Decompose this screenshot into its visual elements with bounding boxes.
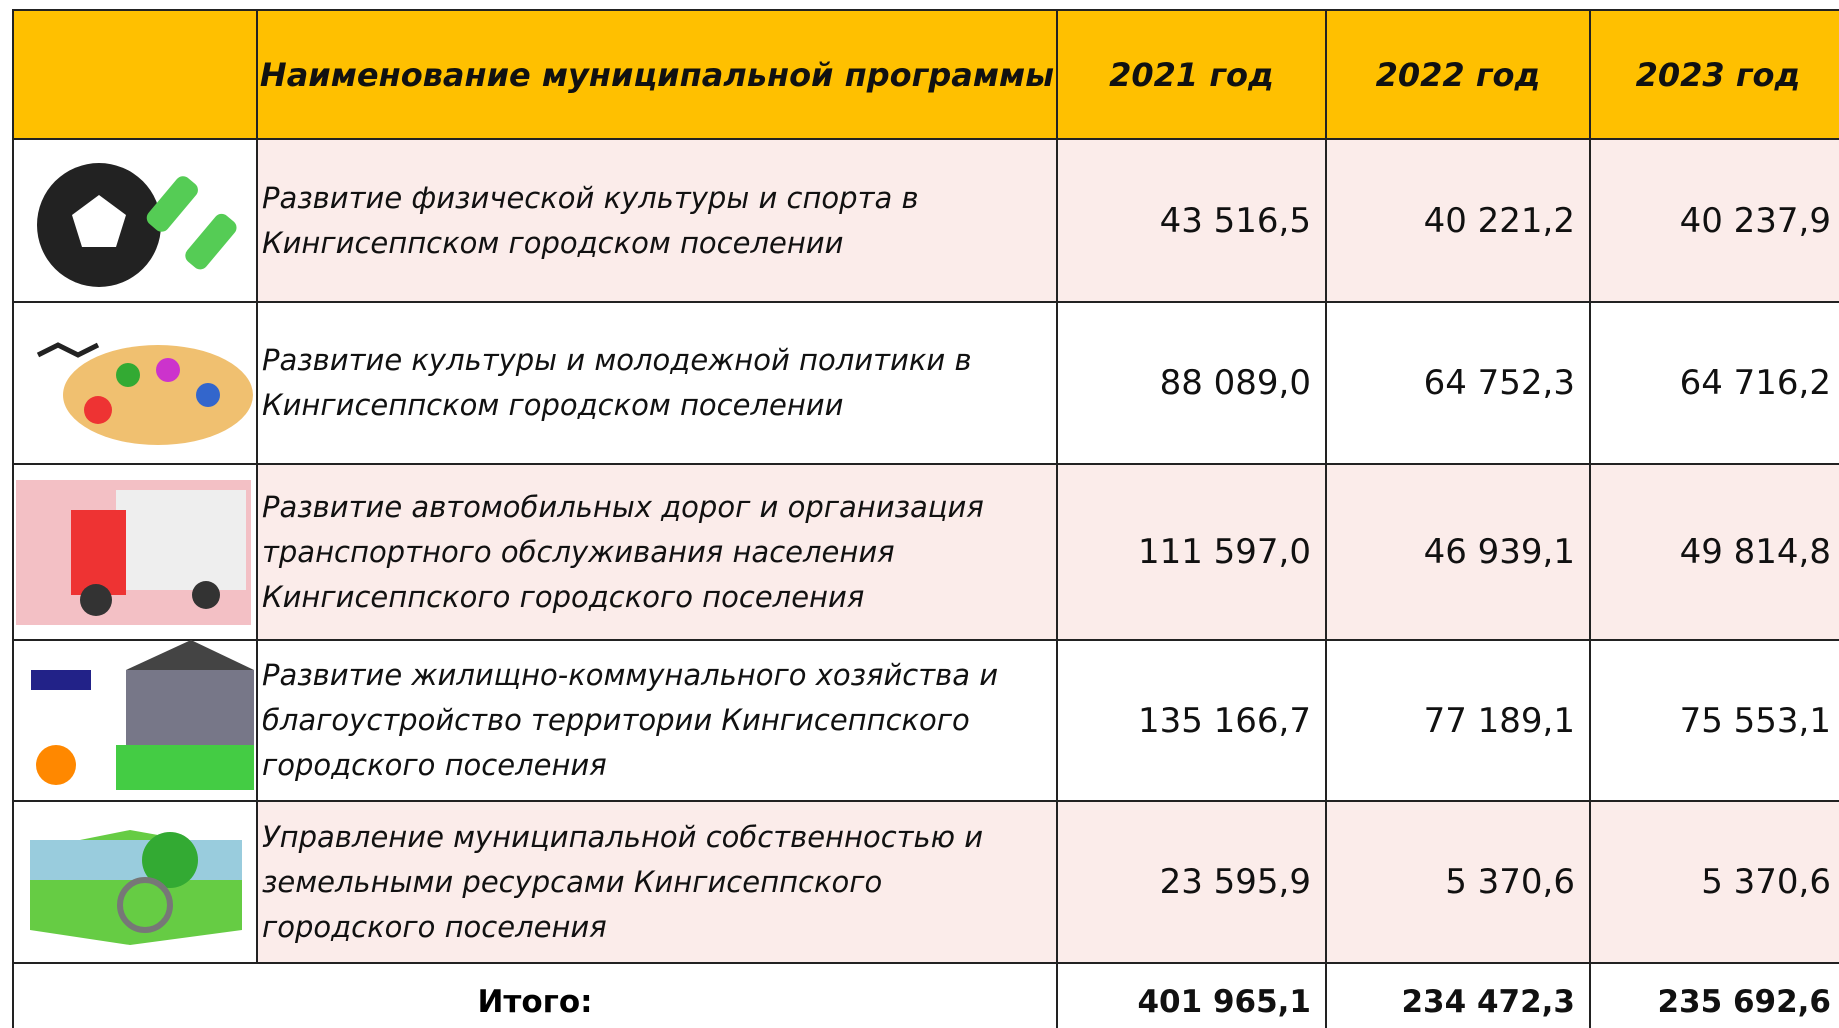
program-name: Управление муниципальной собственностью … (256, 800, 1058, 964)
land-icon (30, 830, 242, 945)
program-name: Развитие автомобильных дорог и организац… (256, 463, 1058, 641)
program-name: Развитие культуры и молодежной политики … (256, 301, 1058, 465)
amount-text: 77 189,1 (1423, 700, 1575, 741)
total-amount: 401 965,1 (1056, 962, 1327, 1028)
amount-text: 46 939,1 (1423, 532, 1575, 572)
amount: 40 237,9 (1589, 138, 1839, 303)
amount: 40 221,2 (1325, 138, 1591, 303)
amount: 75 553,1 (1589, 639, 1839, 802)
header-cell: 2022 год (1325, 9, 1591, 140)
program-name-text: Управление муниципальной собственностью … (262, 819, 984, 944)
amount: 49 814,8 (1589, 463, 1839, 641)
header-cell-text: 2023 год (1635, 55, 1801, 94)
amount: 135 166,7 (1056, 639, 1327, 802)
amount-text: 43 516,5 (1159, 200, 1311, 241)
header-cell-text: Наименование муниципальной программы (259, 55, 1055, 94)
amount-text: 135 166,7 (1137, 700, 1311, 741)
total-amount-text: 235 692,6 (1657, 984, 1831, 1020)
header-cell-text: 2021 год (1109, 55, 1274, 94)
amount: 43 516,5 (1056, 138, 1327, 303)
header-empty (12, 9, 258, 140)
amount: 111 597,0 (1056, 463, 1327, 641)
header-cell-text: 2022 год (1375, 55, 1541, 94)
amount-text: 75 553,1 (1679, 700, 1831, 741)
amount-text: 40 237,9 (1679, 200, 1831, 241)
total-label: Итого: (12, 962, 1058, 1028)
amount: 5 370,6 (1589, 800, 1839, 964)
amount-text: 64 752,3 (1423, 363, 1575, 403)
culture-icon (36, 342, 253, 445)
amount-text: 5 370,6 (1701, 862, 1831, 902)
total-amount: 235 692,6 (1589, 962, 1839, 1028)
amount: 88 089,0 (1056, 301, 1327, 465)
program-name-text: Развитие жилищно-коммунального хозяйства… (262, 658, 999, 782)
amount: 77 189,1 (1325, 639, 1591, 802)
header-cell: 2023 год (1589, 9, 1839, 140)
amount: 64 752,3 (1325, 301, 1591, 465)
amount: 46 939,1 (1325, 463, 1591, 641)
sport-icon (37, 163, 237, 287)
amount: 64 716,2 (1589, 301, 1839, 465)
program-name-text: Развитие культуры и молодежной политики … (262, 343, 972, 422)
program-name-text: Развитие физической культуры и спорта в … (262, 180, 919, 260)
transport-icon (16, 480, 251, 625)
amount-text: 49 814,8 (1679, 532, 1831, 572)
amount-text: 64 716,2 (1679, 363, 1831, 403)
program-name: Развитие жилищно-коммунального хозяйства… (256, 639, 1058, 802)
header-cell: 2021 год (1056, 9, 1327, 140)
amount-text: 111 597,0 (1137, 532, 1311, 572)
header-cell: Наименование муниципальной программы (256, 9, 1058, 140)
amount: 5 370,6 (1325, 800, 1591, 964)
total-label-text: Итого: (477, 984, 593, 1020)
total-amount: 234 472,3 (1325, 962, 1591, 1028)
program-name: Развитие физической культуры и спорта в … (256, 138, 1058, 303)
amount: 23 595,9 (1056, 800, 1327, 964)
housing-icon (31, 640, 254, 790)
total-amount-text: 234 472,3 (1401, 984, 1575, 1020)
total-amount-text: 401 965,1 (1137, 984, 1311, 1020)
amount-text: 88 089,0 (1159, 363, 1311, 403)
amount-text: 5 370,6 (1445, 862, 1575, 902)
amount-text: 23 595,9 (1159, 862, 1311, 902)
program-name-text: Развитие автомобильных дорог и организац… (262, 489, 984, 614)
amount-text: 40 221,2 (1423, 200, 1575, 241)
